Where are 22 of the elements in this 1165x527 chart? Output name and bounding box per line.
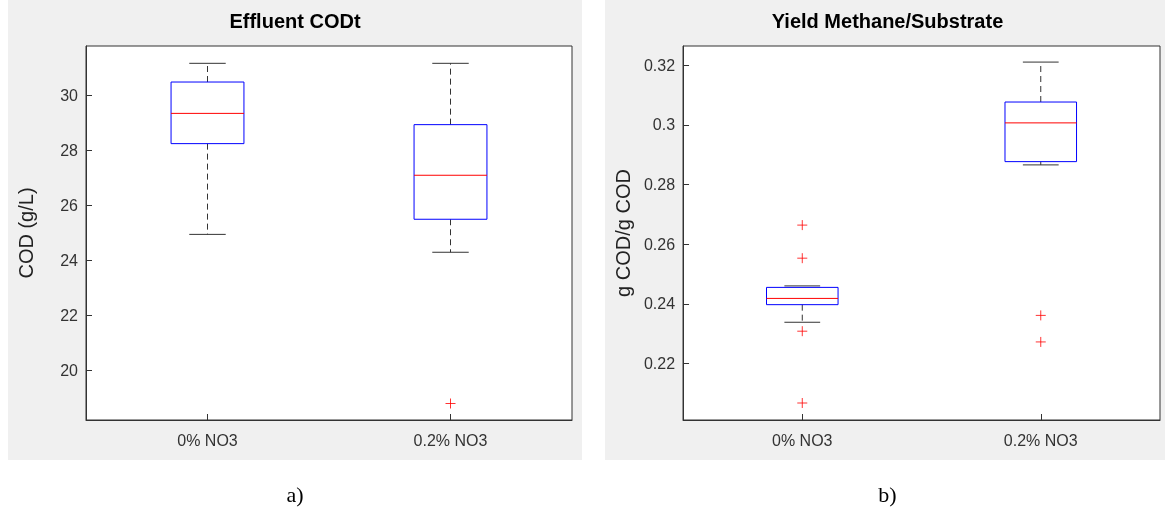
y-tick-label: 0.32 xyxy=(643,56,676,74)
y-tick-label: 0.26 xyxy=(643,235,676,253)
y-tick-label: 22 xyxy=(60,307,79,324)
x-tick-label: 0.2% NO3 xyxy=(1003,431,1078,449)
chart-title: Effluent CODt xyxy=(229,10,361,32)
y-axis-title: g COD/g COD xyxy=(612,169,634,297)
text: b) xyxy=(877,482,898,508)
y-tick-label: 26 xyxy=(60,197,79,214)
y-tick-label: 0.28 xyxy=(643,176,676,194)
y-axis-title: COD (g/L) xyxy=(15,187,37,279)
x-tick-label: 0.2% NO3 xyxy=(413,431,488,449)
y-tick-label: 0.24 xyxy=(643,295,676,313)
y-tick-label: 28 xyxy=(60,142,79,159)
y-tick-label: 30 xyxy=(60,87,79,104)
y-tick-label: 0.22 xyxy=(643,354,676,372)
y-tick-label: 0.3 xyxy=(652,116,676,134)
x-tick-label: 0% NO3 xyxy=(772,431,833,449)
y-tick-label: 20 xyxy=(60,362,79,379)
y-tick-label: 24 xyxy=(60,252,79,269)
x-tick-label: 0% NO3 xyxy=(177,431,238,449)
text: a) xyxy=(285,482,305,508)
chart-title: Yield Methane/Substrate xyxy=(771,10,1004,32)
